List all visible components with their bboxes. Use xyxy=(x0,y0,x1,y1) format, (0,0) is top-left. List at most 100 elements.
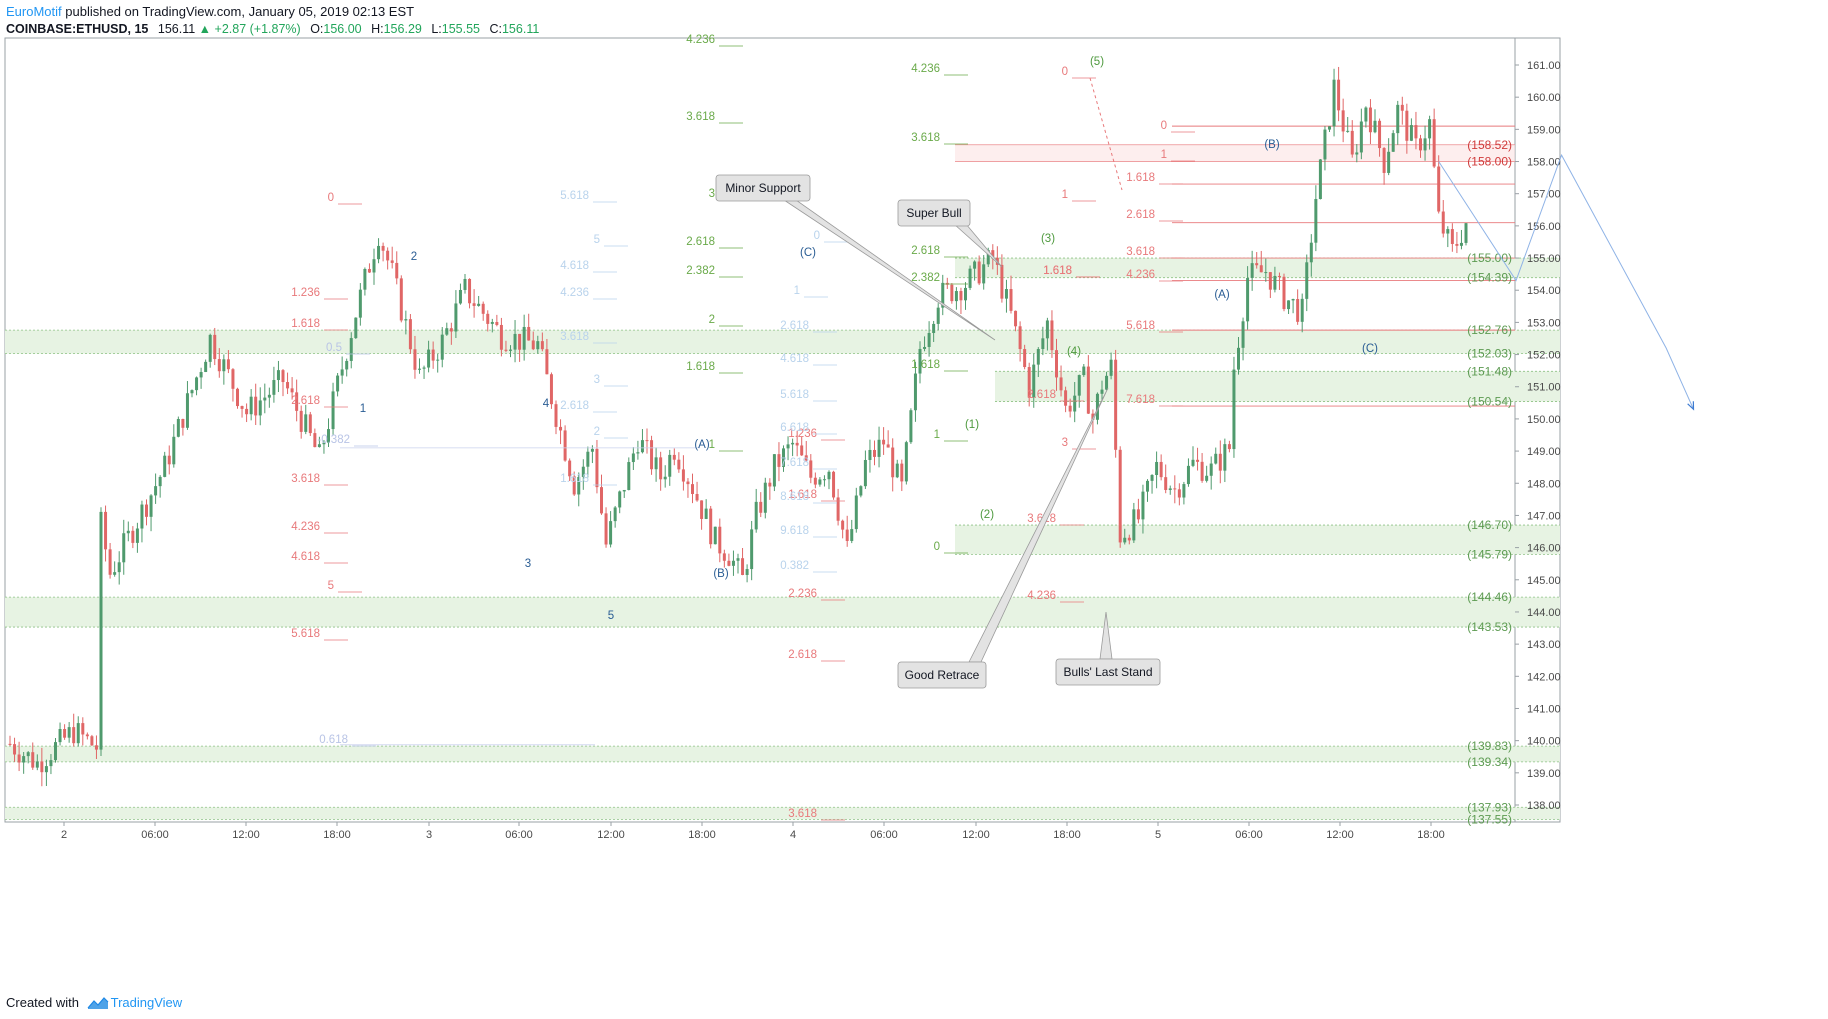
zone-price-labels: (155.00) (154.39) (152.76) (152.03) (151.48)… xyxy=(1467,138,1512,827)
candle-up xyxy=(927,333,931,347)
fib-level-label: 2.618 xyxy=(686,236,715,248)
candle-up xyxy=(1045,320,1049,339)
candle-up xyxy=(454,303,458,332)
candle-down xyxy=(472,303,476,306)
candle-up xyxy=(54,742,57,761)
candle-down xyxy=(1441,211,1445,234)
candle-up xyxy=(1146,480,1149,492)
candle-down xyxy=(431,349,435,361)
candle-down xyxy=(367,268,371,273)
candle-down xyxy=(727,560,731,566)
candle-up xyxy=(1214,453,1218,464)
candle-down xyxy=(991,250,995,258)
candle-up xyxy=(713,526,717,545)
author-link[interactable]: EuroMotif xyxy=(6,4,62,19)
candle-up xyxy=(1396,104,1400,134)
candle-down xyxy=(145,504,148,517)
candle-up xyxy=(354,317,358,339)
candle-up xyxy=(199,372,203,378)
time-tick-label: 06:00 xyxy=(141,829,169,841)
candle-down xyxy=(1255,263,1259,266)
candle-up xyxy=(1186,465,1190,485)
candle-up xyxy=(1155,461,1159,476)
callout-4: Bulls' Last Stand xyxy=(1055,611,1161,686)
time-tick-label: 18:00 xyxy=(1417,829,1445,841)
time-tick-label: 06:00 xyxy=(505,829,533,841)
candle-down xyxy=(845,529,849,541)
candle-down xyxy=(1419,138,1422,151)
candle-down xyxy=(672,454,676,460)
high-label: H: xyxy=(371,22,384,36)
fib-level-label: 0 xyxy=(814,230,820,242)
candle-down xyxy=(1218,453,1222,471)
callout-label: Bulls' Last Stand xyxy=(1063,665,1152,679)
candle-up xyxy=(1082,366,1086,376)
fib-level-label: 3.618 xyxy=(686,111,715,123)
candle-down xyxy=(882,439,886,445)
support-zone xyxy=(5,807,1560,820)
candle-down xyxy=(1068,405,1072,412)
zone-price-label: (139.83) xyxy=(1467,739,1512,753)
candle-down xyxy=(813,477,817,485)
candle-up xyxy=(1423,138,1427,151)
price-tick-label: 138.00 xyxy=(1527,800,1561,812)
price-tick-label: 159.00 xyxy=(1527,124,1561,136)
candle-down xyxy=(399,278,403,321)
candle-down xyxy=(600,487,603,514)
candle-up xyxy=(627,462,631,490)
candle-down xyxy=(686,481,690,485)
wave-label: 3 xyxy=(525,558,531,570)
fib-level-label: 2.618 xyxy=(291,395,320,407)
candle-up xyxy=(968,268,972,288)
candle-up xyxy=(135,528,139,543)
candle-down xyxy=(527,326,531,341)
candle-down xyxy=(959,291,963,301)
candle-down xyxy=(1091,413,1095,420)
candle-down xyxy=(499,324,503,350)
candle-up xyxy=(176,418,180,437)
candle-down xyxy=(486,313,490,324)
tradingview-brand[interactable]: TradingView xyxy=(110,995,183,1010)
zone-price-label: (150.54) xyxy=(1467,395,1512,409)
candle-up xyxy=(581,466,585,477)
price-tick-label: 146.00 xyxy=(1527,543,1561,555)
symbol-line: COINBASE:ETHUSD, 15 156.11 ▲ +2.87 (+1.8… xyxy=(6,20,1206,38)
chart-header: EuroMotif published on TradingView.com, … xyxy=(6,4,1206,38)
candle-down xyxy=(1400,104,1404,111)
price-tick-label: 147.00 xyxy=(1527,510,1561,522)
candle-up xyxy=(1428,119,1432,139)
candle-up xyxy=(249,396,253,415)
candle-down xyxy=(217,359,221,372)
fib-level-label: 3.618 xyxy=(291,473,320,485)
candle-up xyxy=(640,440,644,453)
candle-down xyxy=(13,744,17,755)
fib-level-label: 2 xyxy=(709,314,715,326)
candle-down xyxy=(408,319,412,350)
candle-down xyxy=(390,260,394,263)
price-tick-label: 141.00 xyxy=(1527,703,1561,715)
fib-levels: 4.236 3.618 3 2.618 2.382 2 1.618 1 4.236 3.618 2.… xyxy=(291,34,1195,821)
candle-down xyxy=(31,752,35,768)
candle-up xyxy=(1036,349,1040,365)
open-value: 156.00 xyxy=(323,22,362,36)
candle-up xyxy=(26,752,30,757)
support-zones xyxy=(5,257,1560,820)
candle-down xyxy=(167,455,171,465)
candle-up xyxy=(827,471,831,480)
candle-down xyxy=(836,497,840,521)
wave-label: (C) xyxy=(800,247,816,259)
candle-up xyxy=(982,264,986,284)
time-tick-label: 18:00 xyxy=(688,829,716,841)
price-tick-label: 150.00 xyxy=(1527,414,1561,426)
candle-up xyxy=(791,442,795,445)
candle-down xyxy=(1118,449,1122,543)
candle-up xyxy=(327,429,330,443)
candle-up xyxy=(1237,347,1240,370)
candle-up xyxy=(22,756,26,763)
candle-down xyxy=(1086,366,1090,414)
time-tick-label: 5 xyxy=(1155,829,1161,841)
candle-down xyxy=(873,449,876,457)
candle-up xyxy=(477,303,481,306)
candle-up xyxy=(854,495,858,530)
